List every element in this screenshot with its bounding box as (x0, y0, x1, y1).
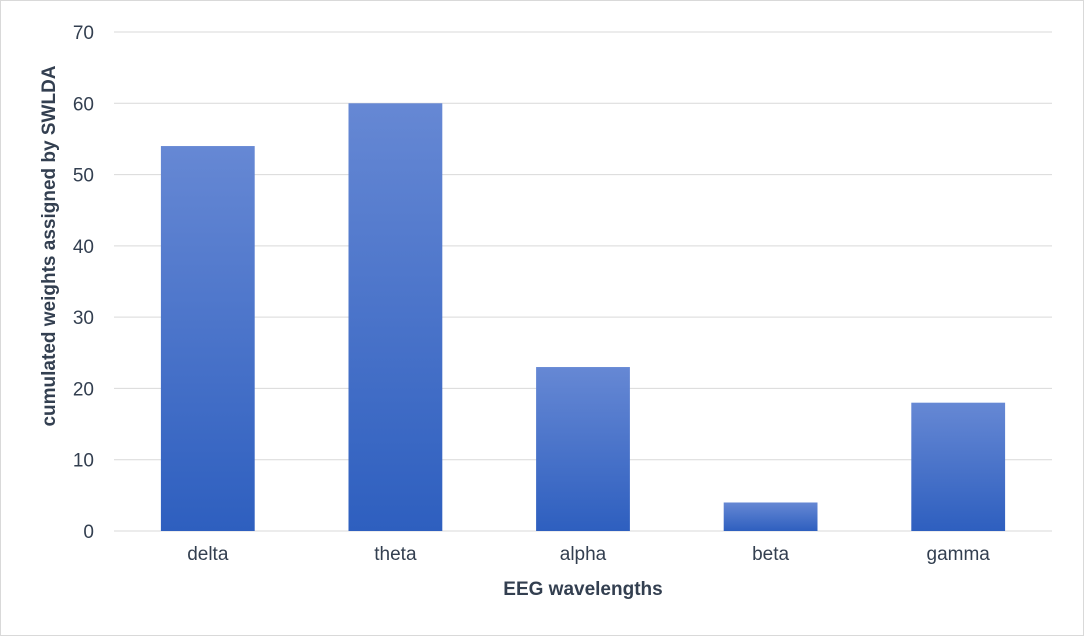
bar-delta (160, 146, 255, 532)
x-tick-label: delta (187, 544, 229, 565)
x-tick-label: theta (374, 544, 417, 565)
bar-alpha (536, 367, 630, 531)
y-tick-label: 70 (73, 23, 94, 44)
x-axis-ticks: delta theta alpha beta gamma (187, 544, 990, 565)
bar-theta (348, 103, 443, 532)
y-tick-label: 30 (73, 308, 94, 329)
bars (160, 103, 1006, 532)
y-tick-label: 40 (73, 237, 94, 258)
x-tick-label: beta (752, 544, 789, 565)
y-tick-label: 50 (73, 166, 94, 187)
y-tick-label: 0 (83, 522, 94, 543)
x-tick-label: alpha (560, 544, 607, 565)
y-tick-label: 60 (73, 94, 94, 115)
x-axis-title: EEG wavelengths (503, 579, 662, 600)
y-tick-label: 10 (73, 451, 94, 472)
bar-gamma (911, 402, 1006, 531)
y-tick-label: 20 (73, 379, 94, 400)
y-axis-ticks: 0 10 20 30 40 50 60 70 (73, 23, 94, 543)
y-axis-title: cumulated weights assigned by SWLDA (39, 65, 60, 426)
x-tick-label: gamma (927, 544, 991, 565)
bar-beta (723, 502, 818, 531)
